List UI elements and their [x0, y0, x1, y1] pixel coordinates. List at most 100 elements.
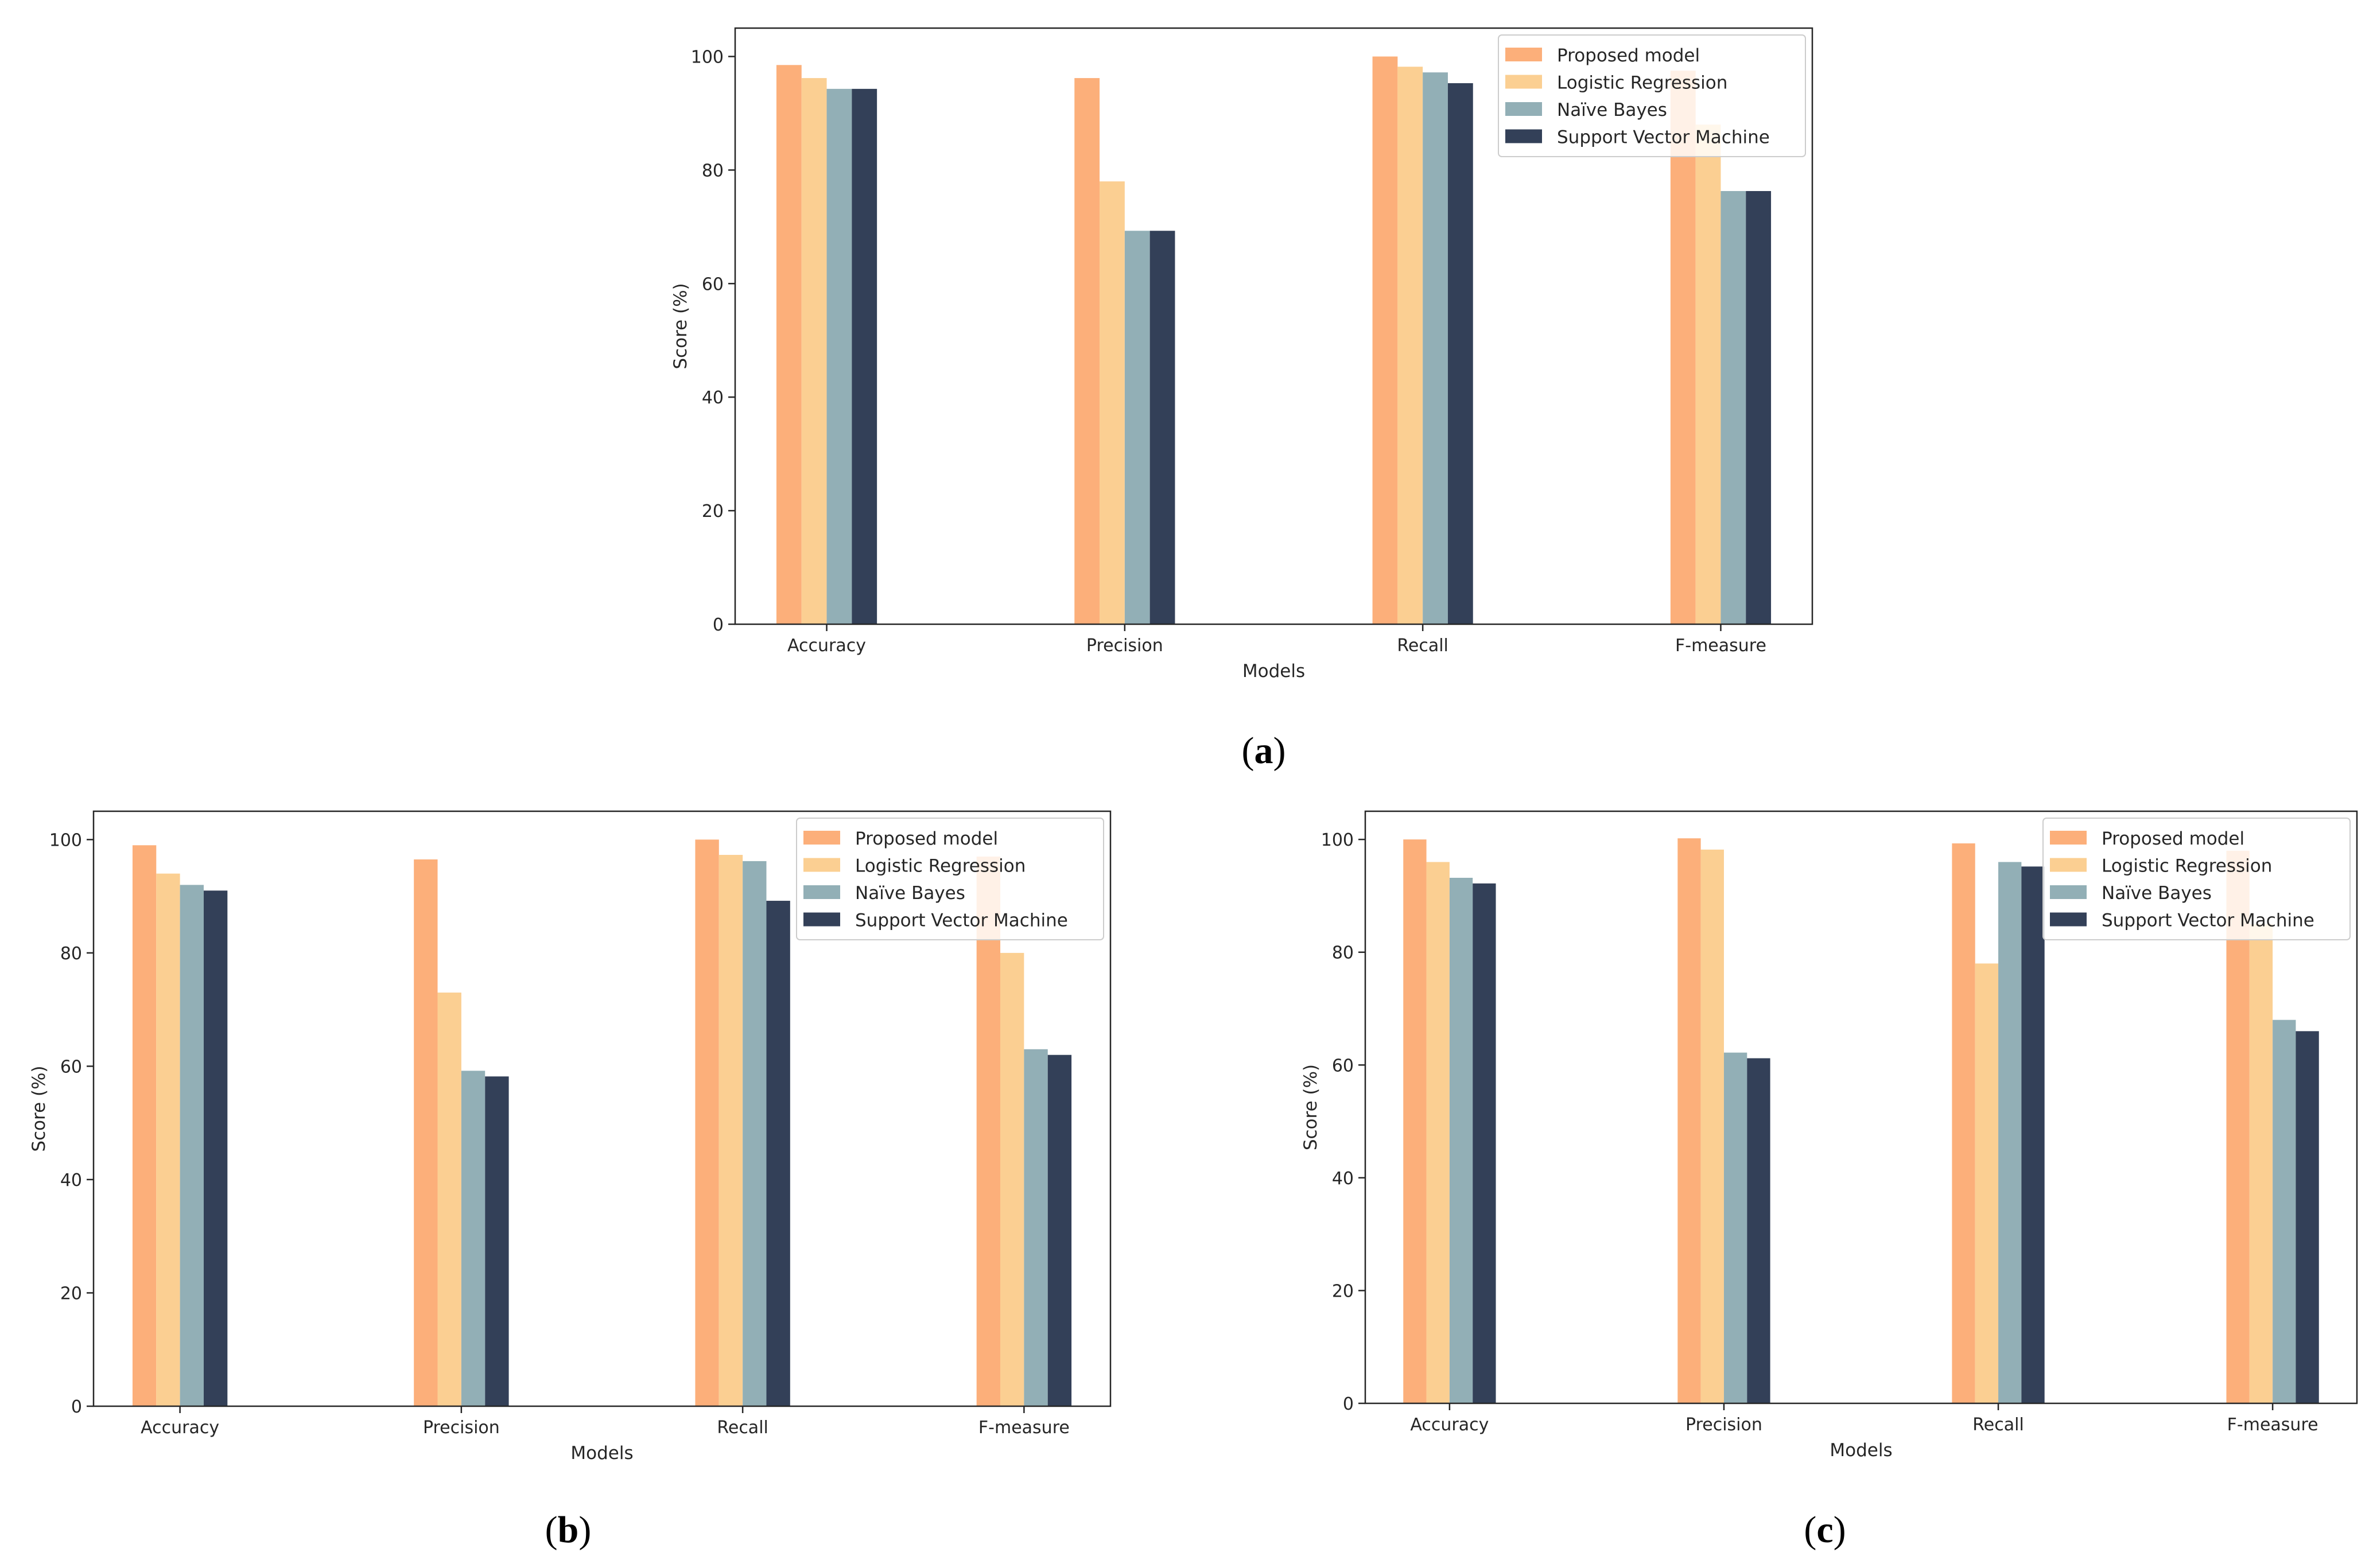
bar-na-ve-bayes-recall — [1998, 862, 2022, 1403]
bar-support-vector-machine-accuracy — [203, 890, 228, 1406]
y-tick-label: 0 — [713, 615, 724, 635]
bar-logistic-regression-recall — [1975, 963, 1999, 1403]
y-tick-label: 60 — [60, 1057, 82, 1077]
x-axis-label: Models — [1242, 661, 1305, 682]
legend-label-na-ve-bayes: Naïve Bayes — [855, 883, 965, 904]
bar-na-ve-bayes-f-measure — [1024, 1049, 1048, 1406]
bar-proposed-model-accuracy — [776, 65, 802, 624]
bar-support-vector-machine-accuracy — [1473, 883, 1496, 1403]
legend — [1498, 34, 1806, 157]
legend-label-logistic-regression: Logistic Regression — [855, 856, 1026, 877]
bar-support-vector-machine-precision — [1747, 1058, 1770, 1403]
legend-label-proposed-model: Proposed model — [2102, 828, 2244, 849]
legend-label-logistic-regression: Logistic Regression — [1557, 73, 1727, 94]
bar-na-ve-bayes-accuracy — [1449, 877, 1473, 1403]
bar-proposed-model-f-measure — [1670, 71, 1696, 624]
bar-proposed-model-recall — [1952, 843, 1975, 1403]
caption-c: (c) — [1804, 1509, 1846, 1551]
bar-logistic-regression-f-measure — [1000, 952, 1024, 1406]
legend-label-support-vector-machine: Support Vector Machine — [855, 911, 1068, 931]
caption-b: (b) — [545, 1509, 592, 1551]
y-tick-label: 20 — [1332, 1281, 1354, 1301]
x-tick-label-precision: Precision — [1086, 636, 1163, 656]
bar-logistic-regression-accuracy — [156, 873, 180, 1406]
legend-label-na-ve-bayes: Naïve Bayes — [1557, 100, 1667, 120]
plot-frame — [92, 810, 1112, 1407]
bar-na-ve-bayes-precision — [461, 1071, 486, 1406]
x-tick-label-recall: Recall — [1397, 636, 1448, 656]
x-tick-label-f-measure: F-measure — [978, 1418, 1070, 1438]
bar-support-vector-machine-precision — [485, 1076, 509, 1406]
bar-proposed-model-f-measure — [2226, 850, 2250, 1403]
x-tick-label-f-measure: F-measure — [1675, 636, 1766, 656]
bar-logistic-regression-recall — [718, 855, 743, 1406]
bar-na-ve-bayes-precision — [1723, 1052, 1747, 1403]
legend-swatch-logistic-regression — [1505, 75, 1542, 89]
bar-logistic-regression-precision — [437, 993, 461, 1406]
legend-swatch-logistic-regression — [2050, 858, 2087, 872]
bar-na-ve-bayes-accuracy — [180, 885, 204, 1406]
x-tick-label-recall: Recall — [1972, 1415, 2024, 1435]
bar-logistic-regression-f-measure — [2249, 924, 2273, 1403]
bar-support-vector-machine-recall — [766, 901, 790, 1406]
bar-proposed-model-precision — [1677, 838, 1701, 1403]
y-tick-label: 40 — [702, 388, 724, 408]
y-tick-label: 100 — [49, 830, 82, 850]
x-tick-label-recall: Recall — [717, 1418, 768, 1438]
y-tick-label: 40 — [1332, 1169, 1354, 1189]
legend-swatch-na-ve-bayes — [803, 885, 840, 899]
legend — [796, 818, 1104, 940]
y-tick-label: 100 — [691, 47, 724, 67]
chart-b: 0 20 40 60 80 100 Accuracy Precision Recall F-mea… — [29, 810, 1112, 1551]
x-tick-label-f-measure: F-measure — [2227, 1415, 2318, 1435]
legend-label-na-ve-bayes: Naïve Bayes — [2102, 883, 2212, 904]
y-tick-label: 80 — [60, 944, 82, 964]
legend-swatch-na-ve-bayes — [1505, 102, 1542, 116]
y-tick-label: 60 — [702, 274, 724, 294]
bar-proposed-model-recall — [695, 839, 719, 1406]
bar-support-vector-machine-accuracy — [852, 88, 877, 624]
y-tick-label: 60 — [1332, 1056, 1354, 1076]
y-tick-label: 0 — [1343, 1394, 1354, 1414]
bar-na-ve-bayes-accuracy — [826, 88, 852, 624]
legend-swatch-na-ve-bayes — [2050, 885, 2087, 899]
bar-na-ve-bayes-f-measure — [1720, 190, 1746, 624]
x-tick-label-accuracy: Accuracy — [1410, 1415, 1489, 1435]
y-axis-label: Score (%) — [1300, 1064, 1321, 1150]
bar-proposed-model-f-measure — [976, 857, 1001, 1406]
legend-swatch-proposed-model — [1505, 48, 1542, 61]
y-tick-label: 80 — [702, 161, 724, 181]
bar-proposed-model-accuracy — [132, 845, 157, 1406]
bar-support-vector-machine-f-measure — [1746, 190, 1772, 624]
bar-support-vector-machine-recall — [1447, 83, 1473, 625]
legend-label-proposed-model: Proposed model — [1557, 45, 1700, 66]
legend-swatch-support-vector-machine — [2050, 912, 2087, 927]
bar-support-vector-machine-precision — [1149, 231, 1175, 624]
legend-swatch-logistic-regression — [803, 858, 840, 872]
bar-logistic-regression-accuracy — [801, 78, 827, 624]
bar-na-ve-bayes-recall — [743, 861, 767, 1406]
legend-swatch-proposed-model — [2050, 831, 2087, 845]
bar-logistic-regression-recall — [1397, 67, 1423, 625]
y-tick-label: 20 — [60, 1283, 82, 1304]
bar-proposed-model-recall — [1372, 56, 1398, 625]
legend-label-support-vector-machine: Support Vector Machine — [1557, 127, 1770, 148]
bar-support-vector-machine-recall — [2021, 866, 2045, 1403]
legend — [2042, 818, 2351, 940]
bar-support-vector-machine-f-measure — [1047, 1055, 1072, 1406]
legend-label-support-vector-machine: Support Vector Machine — [2102, 911, 2314, 931]
x-tick-label-precision: Precision — [1685, 1415, 1762, 1435]
x-axis-label: Models — [1830, 1440, 1892, 1461]
chart-c: 0 20 40 60 80 100 Accuracy Precision Recall F-mea… — [1300, 810, 2358, 1551]
bar-logistic-regression-precision — [1100, 181, 1125, 624]
bar-logistic-regression-accuracy — [1426, 862, 1450, 1403]
bar-na-ve-bayes-recall — [1423, 72, 1448, 625]
bar-logistic-regression-precision — [1700, 849, 1724, 1403]
x-tick-label-accuracy: Accuracy — [787, 636, 866, 656]
plot-frame — [734, 27, 1813, 625]
bar-logistic-regression-f-measure — [1695, 124, 1721, 625]
bar-proposed-model-precision — [414, 859, 438, 1406]
plot-frame — [1364, 810, 2358, 1404]
y-tick-label: 20 — [702, 501, 724, 522]
